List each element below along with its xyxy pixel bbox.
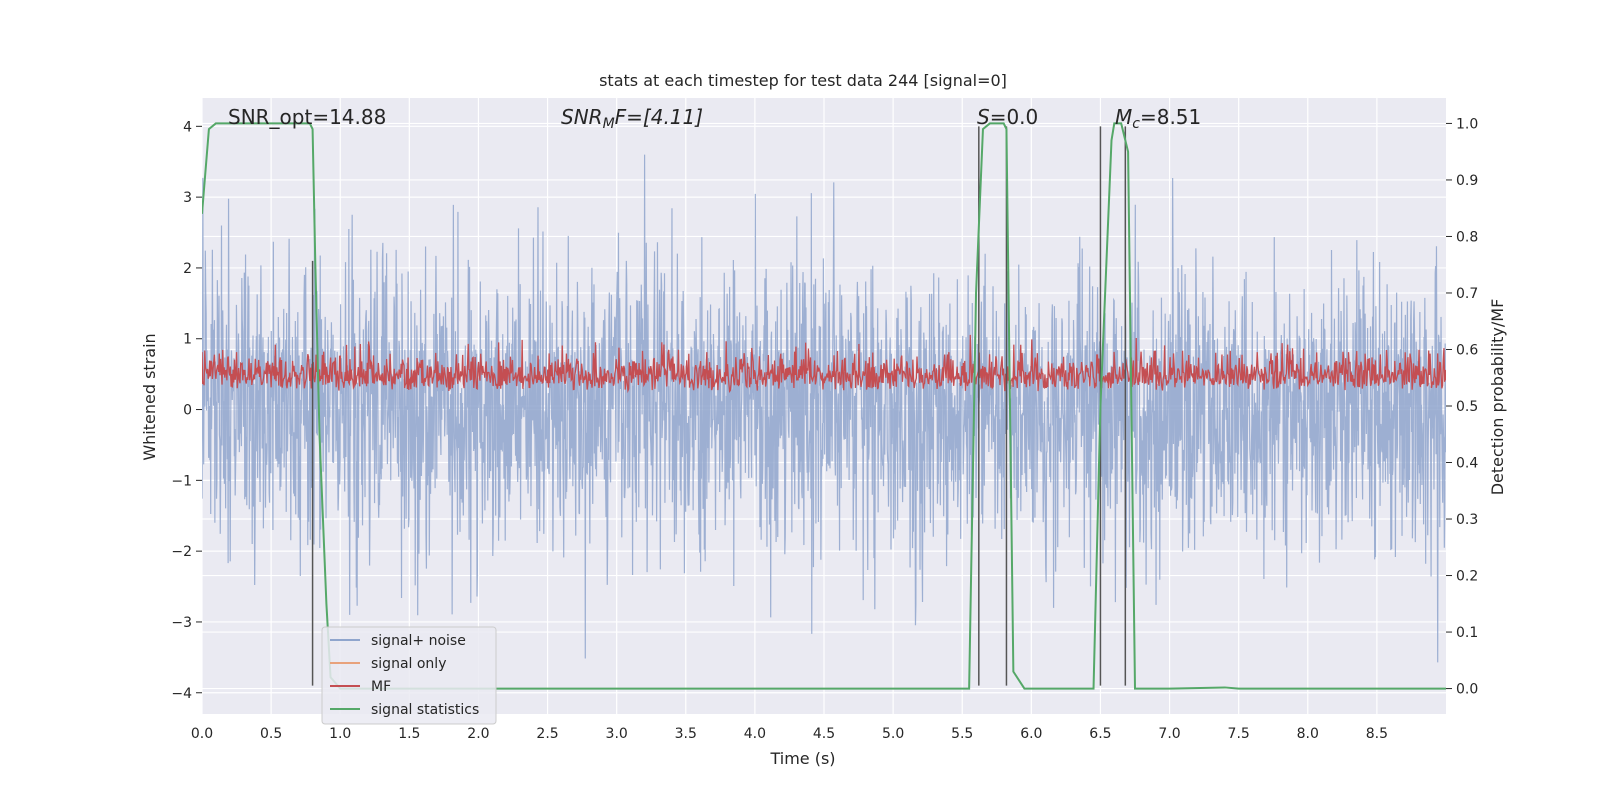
x-tick-label: 6.0	[1020, 726, 1042, 742]
annotation-snr-opt: SNR_opt=14.88	[228, 105, 386, 129]
x-tick-label: 0.0	[191, 726, 213, 742]
y-tick-label: 3	[183, 190, 192, 206]
y2-tick-label: 0.9	[1456, 173, 1478, 189]
y2-tick-label: 0.1	[1456, 625, 1478, 641]
x-tick-label: 7.5	[1228, 726, 1250, 742]
y-axis-title: Whitened strain	[140, 333, 159, 460]
x-tick-label: 8.0	[1297, 726, 1319, 742]
series-group	[202, 122, 1446, 690]
legend-box	[321, 626, 497, 725]
x-tick-label: 6.5	[1089, 726, 1111, 742]
series-signal-statistics-line	[202, 122, 1446, 690]
chart-title: stats at each timestep for test data 244…	[599, 71, 1007, 90]
annotation-mc: Mc=8.51	[1115, 105, 1201, 132]
x-tick-label: 2.5	[536, 726, 558, 742]
y2-tick-label: 0.7	[1456, 286, 1478, 302]
legend-label-signal-statistics: signal statistics	[371, 702, 479, 718]
series-mf-line	[202, 334, 1446, 394]
x-tick-label: 8.5	[1366, 726, 1388, 742]
y-tick-label: 1	[183, 332, 192, 348]
x-tick-label: 7.0	[1158, 726, 1180, 742]
y2-tick-label: 0.2	[1456, 569, 1478, 585]
y2-axis-title: Detection probability/MF	[1488, 299, 1507, 496]
x-tick-label: 0.5	[260, 726, 282, 742]
y2-tick-label: 0.8	[1456, 229, 1478, 245]
x-tick-label: 1.0	[329, 726, 351, 742]
x-tick-label: 5.5	[951, 726, 973, 742]
plot-area	[202, 122, 1446, 690]
x-tick-label: 4.5	[813, 726, 835, 742]
y-tick-label: 0	[183, 403, 192, 419]
legend-label-signal-noise: signal+ noise	[371, 633, 466, 649]
annotation-s: S=0.0	[977, 105, 1038, 129]
x-tick-label: 3.0	[606, 726, 628, 742]
legend-label-mf: MF	[371, 679, 391, 695]
x-tick-label: 5.0	[882, 726, 904, 742]
x-tick-label: 1.5	[398, 726, 420, 742]
y-tick-label: −1	[171, 473, 192, 489]
x-tick-label: 3.5	[675, 726, 697, 742]
y2-tick-label: 0.5	[1456, 399, 1478, 415]
y2-tick-label: 0.6	[1456, 342, 1478, 358]
y2-tick-label: 0.0	[1456, 682, 1478, 698]
legend: signal+ noise signal only MF signal stat…	[321, 626, 497, 725]
y-tick-label: −2	[171, 544, 192, 560]
y-tick-label: 2	[183, 261, 192, 277]
y-tick-label: 4	[183, 119, 192, 135]
y-tick-label: −3	[171, 615, 192, 631]
x-tick-label: 2.0	[467, 726, 489, 742]
x-axis-title: Time (s)	[769, 749, 835, 768]
legend-label-signal-only: signal only	[371, 656, 446, 672]
series-signal-noise-line	[202, 154, 1446, 663]
y2-tick-label: 1.0	[1456, 116, 1478, 132]
y-tick-label: −4	[171, 686, 192, 702]
annotation-snr-mf: SNRMF=[4.11]	[561, 105, 703, 132]
y2-tick-label: 0.3	[1456, 512, 1478, 528]
x-tick-label: 4.0	[744, 726, 766, 742]
y2-tick-label: 0.4	[1456, 456, 1478, 472]
